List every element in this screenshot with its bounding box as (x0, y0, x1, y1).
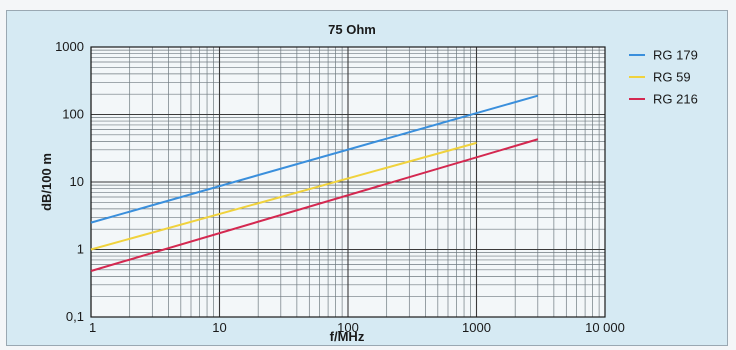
x-tick-label: 10 000 (585, 320, 625, 335)
series-layer (90, 94, 539, 272)
y-tick-label: 1 (77, 242, 84, 257)
plot-frame (90, 46, 606, 318)
y-tick-label: 10 (70, 174, 84, 189)
chart-figure: 1 10 100 1000 10 000 0,1 1 10 100 1000 75 Ohm f/… (6, 10, 728, 346)
legend: RG 179 RG 59 RG 216 (629, 48, 698, 107)
y-tick-labels: 0,1 1 10 100 1000 (55, 39, 84, 324)
y-tick-label: 100 (62, 107, 84, 122)
series-line-rg-179 (90, 94, 539, 224)
legend-label-rg-59: RG 59 (653, 70, 691, 85)
legend-label-rg-216: RG 216 (653, 92, 698, 107)
x-tick-label: 100 (337, 320, 359, 335)
x-tick-label: 1000 (462, 320, 491, 335)
x-axis-label: f/MHz (330, 329, 365, 344)
x-tick-label: 10 (212, 320, 226, 335)
chart-title: 75 Ohm (328, 22, 376, 37)
y-axis-label: dB/100 m (39, 153, 54, 211)
attenuation-chart: 1 10 100 1000 10 000 0,1 1 10 100 1000 75 Ohm f/… (39, 22, 698, 344)
y-tick-label: 1000 (55, 39, 84, 54)
legend-label-rg-179: RG 179 (653, 48, 698, 63)
x-tick-labels: 1 10 100 1000 10 000 (89, 320, 625, 335)
series-line-rg-59 (90, 141, 477, 251)
x-tick-label: 1 (89, 320, 96, 335)
y-tick-label: 0,1 (66, 309, 84, 324)
series-line-rg-216 (90, 138, 539, 272)
